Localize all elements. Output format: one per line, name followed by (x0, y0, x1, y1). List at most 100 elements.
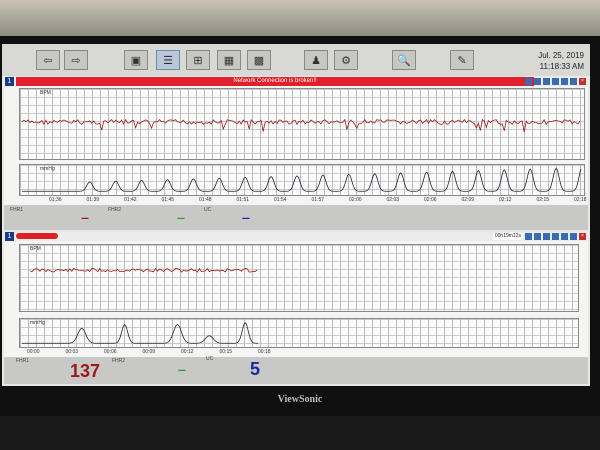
fhr-trace (21, 118, 581, 133)
uc-trace (21, 167, 582, 192)
fhr1-value: 137 (70, 361, 101, 381)
uc-trace (21, 322, 259, 344)
time-tick-label: 01:39 (86, 197, 100, 203)
time: 11:18:33 AM (539, 62, 584, 71)
window-icon: ▣ (130, 54, 142, 67)
settings-button[interactable]: ⚙ (334, 50, 358, 70)
status-bar: FHR1 FHR2 UC --- --- --- (4, 205, 588, 230)
uc-chart: mmHg (19, 164, 585, 196)
fhr2-label: FHR2 (112, 358, 126, 364)
uc-label: UC (204, 207, 212, 213)
time-tick-label: 00:03 (65, 349, 79, 355)
time-tick-label: 02:06 (424, 197, 437, 203)
save-icon[interactable] (552, 233, 559, 240)
record-icon[interactable] (525, 78, 532, 85)
layout-2-icon: ☰ (163, 54, 173, 67)
trace-line (21, 322, 259, 344)
time-tick-label: 02:09 (461, 197, 475, 203)
time-tick-label: 00:12 (181, 349, 194, 355)
fhr2-value: --- (178, 365, 186, 376)
time-tick-label: 02:18 (574, 197, 587, 203)
screen: Jul. 25, 2019 11:18:33 AM ⇦ ⇨ ▣ ☰ ⊞ ▦ ▩ ♟ ⚙ 🔍 ✎ 1 … (2, 44, 590, 386)
toolbar: Jul. 25, 2019 11:18:33 AM ⇦ ⇨ ▣ ☰ ⊞ ▦ ▩ ♟ ⚙ 🔍 ✎ (2, 44, 590, 76)
print-icon[interactable] (561, 78, 568, 85)
two-bed-view-button[interactable]: ☰ (156, 50, 180, 70)
status-bar: FHR1 FHR2 UC 137 --- 5 (4, 356, 588, 384)
nine-bed-view-button[interactable]: ▩ (247, 50, 271, 70)
arrow-left-icon: ⇦ (43, 54, 53, 67)
save-icon[interactable] (552, 78, 559, 85)
network-alarm-banner: Network Connection is broken!! (16, 77, 534, 86)
brand-logo: ViewSonic (277, 394, 323, 405)
fhr2-label: FHR2 (108, 207, 122, 213)
speaker-icon[interactable] (543, 78, 550, 85)
arrow-right-icon: ⇨ (71, 54, 81, 67)
close-icon[interactable]: × (579, 233, 586, 240)
uc-chart: mmHg (19, 318, 579, 348)
fhr1-label: FHR1 (10, 207, 24, 213)
pen-icon: ✎ (457, 54, 467, 67)
time-tick-label: 02:12 (499, 197, 512, 203)
magnifier-icon: 🔍 (397, 54, 411, 67)
fhr1-label: FHR1 (16, 358, 30, 364)
fhr2-value: --- (177, 213, 185, 224)
trace-line (21, 167, 582, 192)
fhr1-value: --- (81, 213, 89, 224)
uc-value: 5 (250, 359, 261, 379)
time-tick-label: 02:15 (536, 197, 550, 203)
datetime: Jul. 25, 2019 11:18:33 AM (538, 50, 584, 72)
background-wall (0, 0, 600, 40)
panel-header: 1 Network Connection is broken!! × (4, 77, 588, 86)
patient-icon[interactable] (534, 233, 541, 240)
six-bed-view-button[interactable]: ▦ (217, 50, 241, 70)
speaker-icon[interactable] (543, 233, 550, 240)
patient-icon[interactable] (534, 78, 541, 85)
time-tick-label: 01:48 (199, 197, 212, 203)
uc-axis-label: mmHg (30, 320, 45, 326)
panel-icons: 00h19m12s × (492, 232, 586, 241)
forward-button[interactable]: ⇨ (64, 50, 88, 70)
settings-icon[interactable] (570, 233, 577, 240)
uc-label: UC (206, 356, 214, 362)
time-tick-label: 01:54 (274, 197, 287, 203)
fhr-axis-label: BPM (30, 246, 41, 252)
edit-button[interactable]: ✎ (450, 50, 474, 70)
single-view-button[interactable]: ▣ (124, 50, 148, 70)
fhr-chart: BPM (19, 88, 585, 160)
bed-panel-1: 1 Network Connection is broken!! × BPM m… (4, 77, 588, 230)
record-icon[interactable] (525, 233, 532, 240)
time-axis: 00:00 00:03 00:06 00:09 00:12 00:15 00:18 (19, 349, 579, 355)
trace-line (21, 118, 581, 133)
bed-number: 1 (5, 232, 14, 241)
gears-icon: ⚙ (341, 54, 351, 67)
search-button[interactable]: 🔍 (392, 50, 416, 70)
time-tick-label: 01:51 (236, 197, 250, 203)
panel-icons: × (525, 77, 586, 86)
time-tick-label: 01:36 (49, 197, 62, 203)
time-tick-label: 01:42 (124, 197, 137, 203)
settings-icon[interactable] (570, 78, 577, 85)
patient-button[interactable]: ♟ (304, 50, 328, 70)
time-tick-label: 00:09 (142, 349, 156, 355)
time-tick-label: 02:03 (386, 197, 400, 203)
layout-4-icon: ⊞ (193, 54, 203, 67)
four-bed-view-button[interactable]: ⊞ (186, 50, 210, 70)
time-tick-label: 02:00 (349, 197, 362, 203)
print-icon[interactable] (561, 233, 568, 240)
back-button[interactable]: ⇦ (36, 50, 60, 70)
close-icon[interactable]: × (579, 78, 586, 85)
layout-6-icon: ▦ (223, 54, 235, 67)
uc-value: --- (242, 213, 250, 224)
time-tick-label: 01:45 (161, 197, 175, 203)
layout-9-icon: ▩ (253, 54, 265, 67)
time-tick-label: 00:15 (219, 349, 233, 355)
uc-axis-label: mmHg (40, 166, 55, 172)
trace-line (29, 267, 258, 273)
monitoring-timer: 00h19m12s (492, 233, 523, 240)
fhr-axis-label: BPM (40, 90, 51, 96)
panel-header: 1 00h19m12s × (4, 232, 588, 241)
time-tick-label: 00:18 (258, 349, 271, 355)
fhr-trace (29, 267, 258, 273)
fhr-chart: BPM (19, 244, 579, 312)
time-axis: 01:36 01:39 01:42 01:45 01:48 01:51 01:54 01:57… (19, 197, 587, 203)
